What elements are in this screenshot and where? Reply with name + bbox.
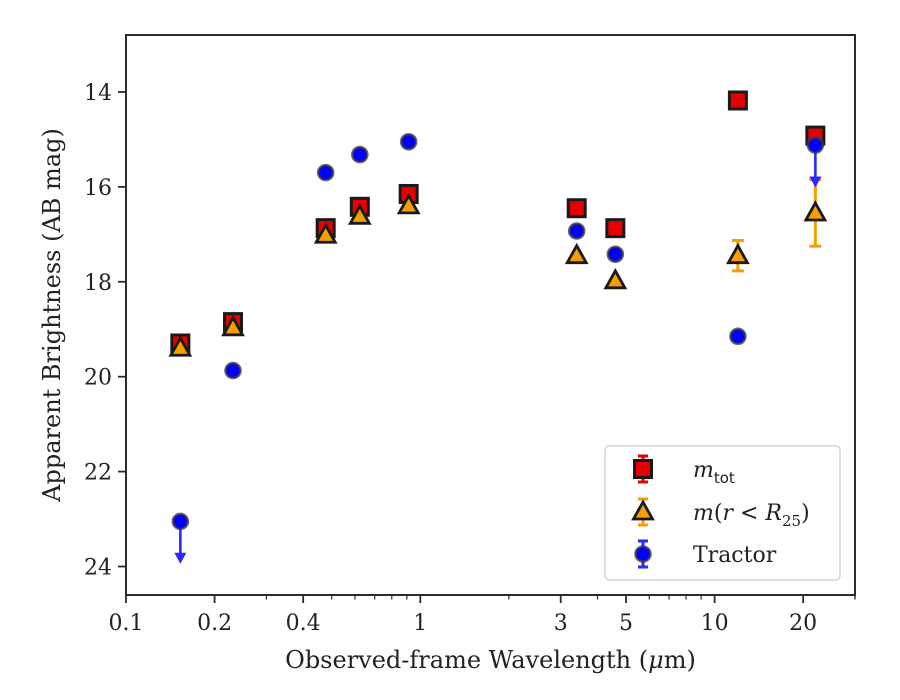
y-axis: 14 16 18 20 22 24: [84, 81, 126, 581]
data-point-triangle: [726, 242, 750, 265]
data-point-square: [727, 90, 748, 111]
x-tick-label: 1: [413, 611, 427, 636]
data-point-circle: [351, 145, 369, 164]
x-tick-label: 5: [619, 611, 633, 636]
data-point-triangle: [313, 222, 338, 244]
legend-mr-R: R: [764, 501, 782, 526]
data-point-triangle: [803, 200, 828, 222]
data-point-triangle: [396, 192, 421, 215]
data-point-circle: [224, 361, 242, 380]
legend-marker-triangle: [631, 499, 655, 521]
legend-marker-circle: [634, 545, 652, 563]
x-axis-label-text: Observed-frame Wavelength (: [285, 646, 648, 674]
x-tick-label: 0.1: [109, 611, 144, 636]
data-point-circle: [729, 327, 747, 346]
legend-mr-sub: 25: [782, 512, 801, 530]
upper-limit-arrowhead: [809, 176, 822, 188]
legend: mtot m(r < R25) Tractor: [604, 445, 841, 581]
x-axis: 0.1 0.2 0.4 1 3 5 10 20: [109, 595, 856, 636]
data-point-square: [566, 198, 587, 219]
data-point-triangle: [168, 335, 193, 357]
y-tick-label: 18: [84, 271, 112, 296]
legend-mr-m: m: [693, 501, 714, 526]
plot-area: [168, 90, 828, 564]
y-tick-label: 24: [84, 556, 112, 581]
legend-mtot-m: m: [693, 458, 714, 483]
data-point-triangle: [564, 242, 589, 265]
legend-mr-lt: <: [733, 501, 765, 526]
x-tick-label: 0.2: [197, 611, 232, 636]
data-point-triangle: [347, 203, 372, 225]
data-point-circle: [806, 136, 825, 154]
y-tick-label: 22: [84, 461, 112, 486]
legend-mr-r: r: [722, 501, 734, 526]
data-point-circle: [171, 512, 190, 531]
y-axis-label: Apparent Brightness (AB mag): [38, 128, 66, 503]
legend-box: [604, 445, 841, 581]
legend-marker-square: [633, 459, 653, 479]
legend-label-mr: m(r < R25): [693, 501, 810, 530]
legend-markers: [631, 454, 655, 569]
x-axis-label-unit: m): [664, 646, 696, 674]
x-tick-label: 3: [554, 611, 568, 636]
x-tick-label: 20: [789, 611, 817, 636]
x-axis-label: Observed-frame Wavelength (μm): [285, 646, 696, 674]
x-axis-label-mu: μ: [648, 646, 664, 674]
upper-limit-arrowhead: [174, 552, 187, 564]
legend-mtot-sub: tot: [714, 469, 735, 487]
data-point-triangle: [603, 267, 628, 290]
data-point-circle: [399, 132, 418, 151]
data-point-circle: [567, 222, 586, 240]
legend-label-mtot: mtot: [693, 458, 735, 487]
data-point-triangle: [221, 314, 245, 337]
legend-label-tractor: Tractor: [693, 543, 777, 568]
data-point-square: [605, 218, 626, 239]
y-tick-label: 16: [84, 176, 112, 201]
legend-mr-close: ): [801, 501, 810, 526]
y-tick-label: 20: [84, 366, 112, 391]
x-tick-label: 0.4: [286, 611, 321, 636]
y-tick-label: 14: [84, 81, 112, 106]
plot-frame: [125, 34, 856, 596]
x-tick-label: 10: [701, 611, 729, 636]
data-point-circle: [606, 245, 625, 264]
legend-mr-open: (: [714, 501, 723, 526]
data-point-circle: [316, 163, 335, 182]
